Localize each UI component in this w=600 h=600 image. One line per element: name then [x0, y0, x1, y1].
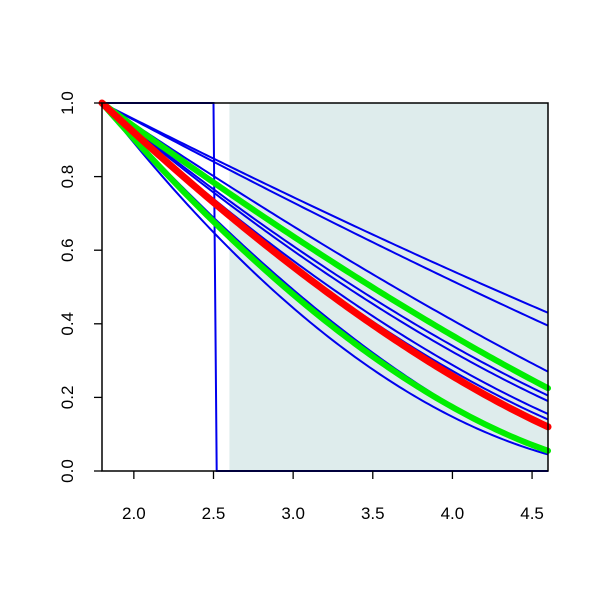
x-tick-label-5: 4.5 — [520, 504, 544, 523]
x-tick-label-1: 2.5 — [202, 504, 226, 523]
x-tick-label-0: 2.0 — [122, 504, 146, 523]
shaded-region-layer — [229, 103, 548, 471]
y-tick-label-1: 0.2 — [58, 386, 77, 410]
y-tick-label-5: 1.0 — [58, 91, 77, 115]
blue-curve-1 — [101, 102, 549, 314]
y-tick-label-2: 0.4 — [58, 312, 77, 336]
red-curve — [98, 99, 552, 431]
blue-curve-8 — [101, 102, 549, 456]
x-tick-label-2: 3.0 — [281, 504, 305, 523]
green-curve-1 — [99, 100, 551, 392]
x-tick-label-3: 3.5 — [361, 504, 385, 523]
y-tick-label-0: 0.0 — [58, 459, 77, 483]
plot-frame — [101, 102, 549, 472]
curve-layer — [98, 99, 552, 472]
green-curve-2 — [99, 100, 551, 454]
blue-curve-4 — [101, 102, 549, 397]
y-tick-label-3: 0.6 — [58, 238, 77, 262]
blue-curve-5 — [101, 102, 549, 402]
y-tick-label-4: 0.8 — [58, 165, 77, 189]
blue-curve-3 — [101, 102, 549, 373]
blue-curve-2 — [101, 102, 549, 327]
x-tick-label-4: 4.0 — [441, 504, 465, 523]
shaded-region — [229, 103, 548, 471]
axis-layer: 2.0 2.5 3.0 3.5 4.0 4.5 0.0 0.2 0.4 0.6 0.8 1.0 — [58, 91, 549, 523]
